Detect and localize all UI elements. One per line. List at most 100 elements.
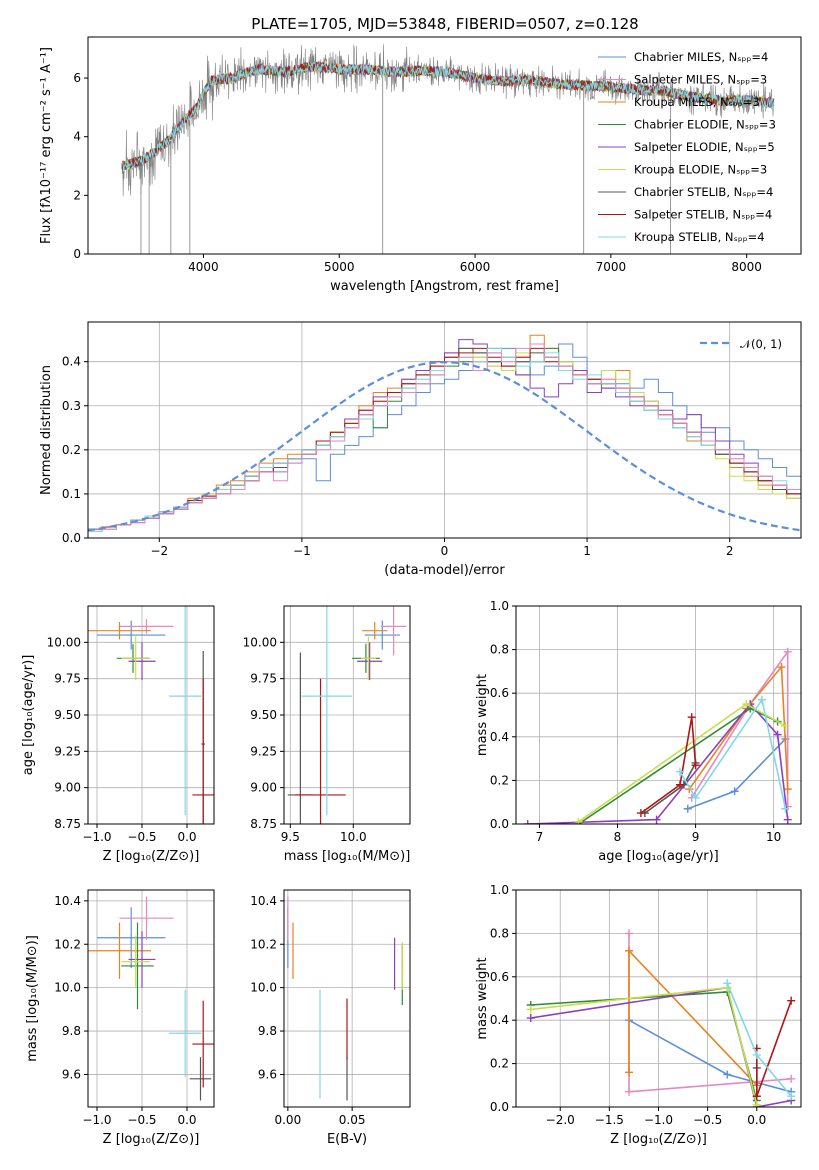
weight-marker	[523, 820, 532, 824]
weight-marker	[636, 809, 645, 818]
data-layer	[88, 334, 801, 532]
y-tick-label: 0.8	[490, 643, 509, 657]
y-axis-label: Normed distribution	[39, 365, 54, 495]
legend-label-3: Chabrier ELODIE, Nₛₚₚ=3	[634, 118, 776, 132]
x-tick-label: −2.0	[546, 1113, 575, 1127]
y-tick-label: 10.00	[243, 635, 277, 649]
weight-marker	[783, 815, 792, 824]
y-tick-label: 9.8	[258, 1024, 277, 1038]
weight-marker	[787, 1092, 796, 1101]
weight-marker	[691, 793, 700, 802]
weight-marker	[757, 695, 766, 704]
y-tick-label: 9.8	[62, 1024, 81, 1038]
weight-marker	[675, 780, 684, 789]
panel-mass_weight_vs_age: 7 8 9 10 0.0 0.2 0.4 0.6 0.8 1.0 age [log₁₀(age/yr…	[475, 599, 802, 864]
panel-age_vs_Z: −1.0 −0.5 0.0 8.75 9.00 9.25 9.50 9.75 10.00 Z [l…	[21, 605, 215, 864]
y-tick-label: 10.2	[250, 937, 277, 951]
data-layer	[523, 647, 792, 824]
axes-frame	[87, 889, 215, 1108]
y-tick-label: 9.6	[62, 1067, 81, 1081]
legend-label-0: Chabrier MILES, Nₛₚₚ=4	[634, 50, 768, 64]
y-tick-label: 10.0	[54, 981, 81, 995]
legend-label-1: Salpeter MILES, Nₛₚₚ=3	[634, 73, 767, 87]
data-layer	[88, 896, 214, 1101]
y-tick-label: 0.2	[62, 443, 81, 457]
weight-marker	[787, 996, 796, 1005]
data-layer	[526, 929, 796, 1107]
data-layer	[287, 896, 403, 1101]
x-tick-label: 0.00	[274, 1113, 301, 1127]
y-tick-label: 9.75	[250, 672, 277, 686]
weight-series-2	[688, 664, 789, 790]
x-tick-label: 8	[614, 830, 622, 844]
errorbar-point-3	[121, 922, 154, 1010]
y-tick-label: 2	[73, 188, 81, 202]
weight-marker	[675, 767, 684, 776]
panel-residual_histogram: 𝒩(0, 1) −2 −1 0 1 2 0.0 0.1 0.2 0.3 0.4 (data-model…	[39, 321, 802, 578]
y-tick-label: 0.2	[490, 773, 509, 787]
y-tick-label: 8.75	[54, 817, 81, 831]
figure-title: PLATE=1705, MJD=53848, FIBERID=0507, z=0…	[251, 15, 638, 33]
x-tick-label: −1.0	[82, 830, 111, 844]
x-tick-label: −0.5	[693, 1113, 722, 1127]
y-tick-label: 0.4	[62, 355, 81, 369]
y-tick-label: 10.0	[250, 981, 277, 995]
errorbar-point-4	[357, 642, 383, 681]
y-tick-label: 9.75	[54, 672, 81, 686]
y-tick-label: 0.3	[62, 399, 81, 413]
y-tick-label: 10.2	[54, 937, 81, 951]
y-tick-label: 1.0	[490, 599, 509, 613]
y-tick-label: 0.0	[490, 1100, 509, 1114]
y-axis-label: mass [log₁₀(M/M⊙)]	[25, 935, 40, 1062]
x-tick-label: 0.05	[339, 1113, 366, 1127]
x-tick-label: 6000	[460, 260, 491, 274]
errorbar-point-7	[192, 1000, 214, 1088]
panel-mass_vs_Z: −1.0 −0.5 0.0 9.6 9.8 10.0 10.2 10.4 Z [log₁₀(Z/…	[25, 889, 215, 1147]
x-axis-label: Z [log₁₀(Z/Z⊙)]	[610, 1132, 707, 1147]
y-tick-label: 0.4	[490, 1013, 509, 1027]
data-layer	[88, 606, 214, 824]
y-tick-label: 4	[73, 130, 81, 144]
errorbar-point-8	[169, 606, 202, 816]
gaussian-curve	[88, 360, 801, 532]
y-tick-label: 0.2	[490, 1057, 509, 1071]
y-tick-label: 0.8	[490, 926, 509, 940]
weight-marker	[526, 1014, 535, 1023]
weight-marker	[691, 761, 700, 770]
y-tick-label: 9.50	[54, 708, 81, 722]
weight-marker	[777, 663, 786, 672]
x-tick-label: −2	[150, 544, 168, 558]
x-axis-label: Z [log₁₀(Z/Z⊙)]	[103, 849, 200, 864]
x-tick-label: 1	[583, 544, 591, 558]
errorbar-point-7	[192, 678, 214, 824]
x-tick-label: 2	[726, 544, 734, 558]
model-spectrum-8	[121, 60, 775, 171]
y-tick-label: 9.00	[54, 781, 81, 795]
x-tick-label: 8000	[731, 260, 762, 274]
x-tick-label: 10	[766, 830, 781, 844]
errorbar-point-0	[97, 907, 166, 969]
legend-label-2: Kroupa MILES, Nₛₚₚ=3	[634, 95, 760, 109]
weight-marker	[625, 946, 634, 955]
x-axis-label: (data-model)/error	[384, 563, 505, 578]
y-tick-label: 6	[73, 71, 81, 85]
x-tick-label: −0.5	[127, 830, 156, 844]
x-tick-label: −0.5	[127, 1113, 156, 1127]
panel-spectrum: Chabrier MILES, Nₛₚₚ=4 Salpeter MILES, Nₛ…	[39, 36, 802, 294]
weight-marker	[574, 817, 583, 824]
weight-series-7	[640, 717, 697, 814]
weight-marker	[787, 1074, 796, 1083]
legend-label-6: Chabrier STELIB, Nₛₚₚ=4	[634, 185, 773, 199]
y-tick-label: 0.1	[62, 487, 81, 501]
errorbar-point-5	[360, 636, 376, 681]
x-tick-label: 9	[692, 830, 700, 844]
errorbar-point-5	[121, 636, 151, 681]
y-tick-label: 9.00	[250, 781, 277, 795]
weight-marker	[781, 721, 790, 730]
weight-marker	[723, 1070, 732, 1079]
axes-frame	[515, 605, 802, 825]
panel-mass_weight_vs_Z: −2.0 −1.5 −1.0 −0.5 0.0 0.0 0.2 0.4 0.6 0.8 1.0 Z […	[475, 883, 802, 1147]
x-axis-label: E(B-V)	[327, 1132, 367, 1147]
weight-marker	[752, 1050, 761, 1059]
